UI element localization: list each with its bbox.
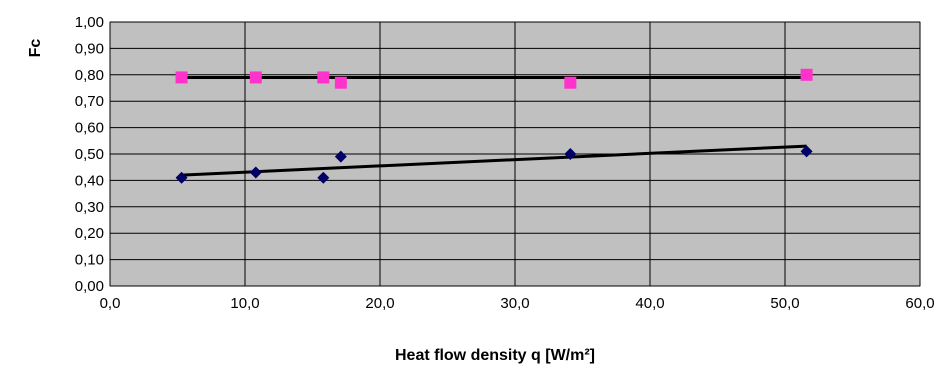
y-tick-label: 0,20 [75, 225, 104, 242]
y-tick-label: 0,40 [75, 172, 104, 189]
y-tick-label: 0,90 [75, 40, 104, 57]
x-tick-label: 20,0 [365, 295, 394, 312]
y-tick-label: 0,70 [75, 93, 104, 110]
y-tick-label: 0,80 [75, 67, 104, 84]
square-point [801, 69, 813, 81]
x-tick-label: 40,0 [635, 295, 664, 312]
x-tick-label: 50,0 [770, 295, 799, 312]
x-tick-labels: 0,0 10,0 20,0 30,0 40,0 50,0 60,0 [100, 295, 935, 312]
y-tick-label: 0,50 [75, 146, 104, 163]
x-tick-label: 60,0 [905, 295, 934, 312]
x-tick-label: 0,0 [100, 295, 121, 312]
y-tick-label: 0,60 [75, 120, 104, 137]
y-tick-label: 0,00 [75, 278, 104, 295]
square-point [317, 71, 329, 83]
x-axis-label: Heat flow density q [W/m²] [395, 347, 595, 364]
square-point [176, 71, 188, 83]
square-point [250, 71, 262, 83]
y-axis-label: Fc [27, 39, 44, 58]
y-tick-label: 0,30 [75, 199, 104, 216]
square-point [564, 77, 576, 89]
y-tick-labels: 0,00 0,10 0,20 0,30 0,40 0,50 0,60 0,70 0,80 0,90… [75, 14, 104, 295]
y-tick-label: 1,00 [75, 14, 104, 31]
x-tick-label: 30,0 [500, 295, 529, 312]
x-tick-label: 10,0 [230, 295, 259, 312]
y-tick-label: 0,10 [75, 252, 104, 269]
square-point [335, 77, 347, 89]
